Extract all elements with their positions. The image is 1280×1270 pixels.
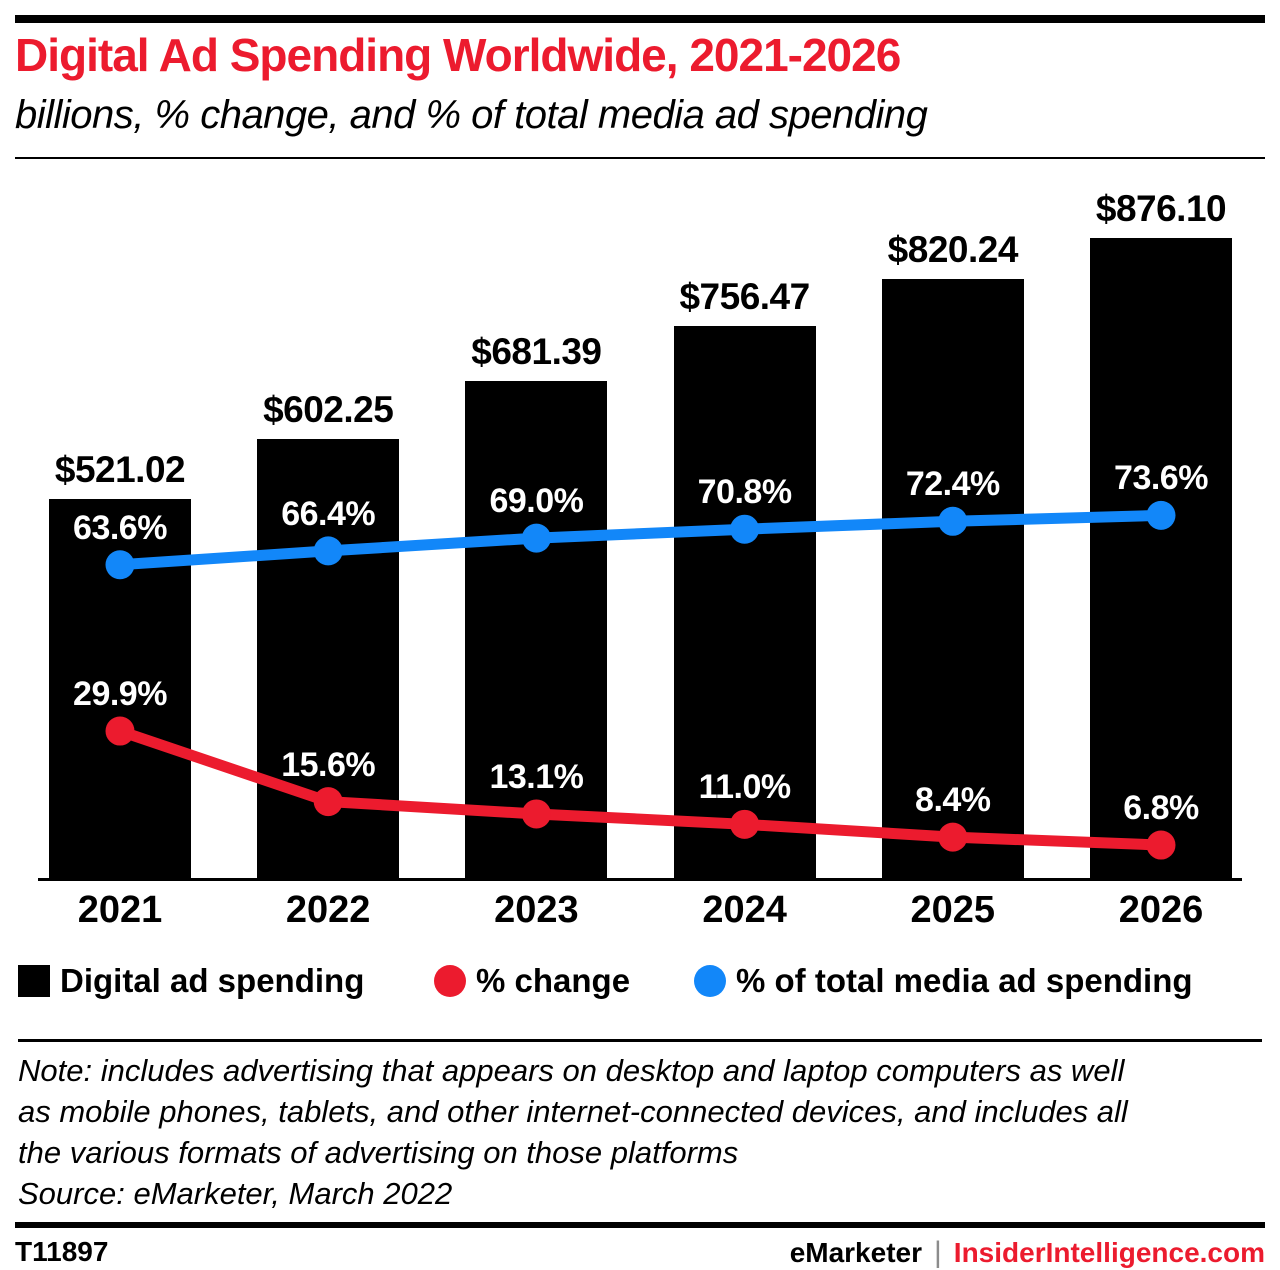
footer-rule bbox=[15, 1222, 1265, 1228]
brand-separator: | bbox=[934, 1236, 942, 1269]
pct-label-2024: 11.0% bbox=[698, 768, 792, 807]
pct-label-2025: 8.4% bbox=[915, 781, 991, 820]
brand-site-link[interactable]: InsiderIntelligence.com bbox=[953, 1237, 1265, 1268]
pct-label-2022: 66.4% bbox=[281, 494, 376, 533]
bar-2026 bbox=[1090, 238, 1232, 881]
legend-label: % change bbox=[476, 962, 631, 999]
legend-label: % of total media ad spending bbox=[736, 962, 1193, 999]
source-line: Source: eMarketer, March 2022 bbox=[18, 1176, 453, 1211]
page-title: Digital Ad Spending Worldwide, 2021-2026 bbox=[15, 29, 901, 81]
legend-divider bbox=[18, 1039, 1262, 1042]
legend-item-pct-of-total: % of total media ad spending bbox=[694, 963, 1193, 999]
bar-value-label-2026: $876.10 bbox=[1095, 188, 1227, 229]
brand-emarketer: eMarketer bbox=[789, 1237, 922, 1268]
note-line: the various formats of advertising on th… bbox=[18, 1135, 739, 1170]
bar-2023 bbox=[465, 380, 608, 881]
x-axis-label-2024: 2024 bbox=[702, 889, 787, 931]
pct-label-2021: 63.6% bbox=[73, 508, 167, 547]
x-axis-label-2025: 2025 bbox=[910, 889, 996, 931]
bar-value-label-2023: $681.39 bbox=[471, 330, 602, 372]
legend-item-pct-change: % change bbox=[434, 963, 630, 999]
pct-label-2023: 13.1% bbox=[489, 757, 584, 796]
legend-swatch-bar bbox=[18, 965, 50, 997]
bar-value-label-2022: $602.25 bbox=[263, 388, 394, 430]
pct-label-2026: 73.6% bbox=[1114, 459, 1208, 498]
footer-brand: eMarketer | InsiderIntelligence.com bbox=[790, 1236, 1265, 1270]
x-axis-label-2026: 2026 bbox=[1118, 889, 1204, 931]
x-axis-label-2021: 2021 bbox=[77, 889, 163, 931]
legend: Digital ad spending % change % of total … bbox=[0, 963, 1280, 1003]
pct-label-2024: 70.8% bbox=[697, 473, 792, 512]
note-line: as mobile phones, tablets, and other int… bbox=[18, 1094, 1128, 1129]
pct-label-2025: 72.4% bbox=[905, 465, 1000, 504]
pct-label-2022: 15.6% bbox=[281, 745, 376, 784]
legend-item-digital-ad-spending: Digital ad spending bbox=[18, 963, 364, 999]
chart-id: T11897 bbox=[15, 1236, 109, 1267]
pct-label-2021: 29.9% bbox=[73, 675, 167, 714]
note-line: Note: includes advertising that appears … bbox=[18, 1053, 1125, 1088]
note-text: Note: includes advertising that appears … bbox=[18, 1050, 1128, 1214]
bar-value-label-2025: $820.24 bbox=[887, 228, 1019, 270]
page-subtitle: billions, % change, and % of total media… bbox=[15, 93, 928, 137]
pct-label-2023: 69.0% bbox=[489, 482, 584, 521]
x-axis-label-2023: 2023 bbox=[494, 889, 579, 931]
legend-swatch-blue-dot bbox=[694, 965, 726, 997]
x-axis-label-2022: 2022 bbox=[285, 889, 371, 931]
x-axis-line bbox=[38, 878, 1242, 881]
legend-label: Digital ad spending bbox=[60, 962, 365, 999]
top-rule bbox=[15, 15, 1265, 23]
pct-label-2026: 6.8% bbox=[1123, 789, 1199, 828]
header-divider bbox=[15, 157, 1265, 159]
bar-value-label-2024: $756.47 bbox=[679, 275, 810, 317]
legend-swatch-red-dot bbox=[434, 965, 466, 997]
bar-value-label-2021: $521.02 bbox=[54, 448, 186, 490]
